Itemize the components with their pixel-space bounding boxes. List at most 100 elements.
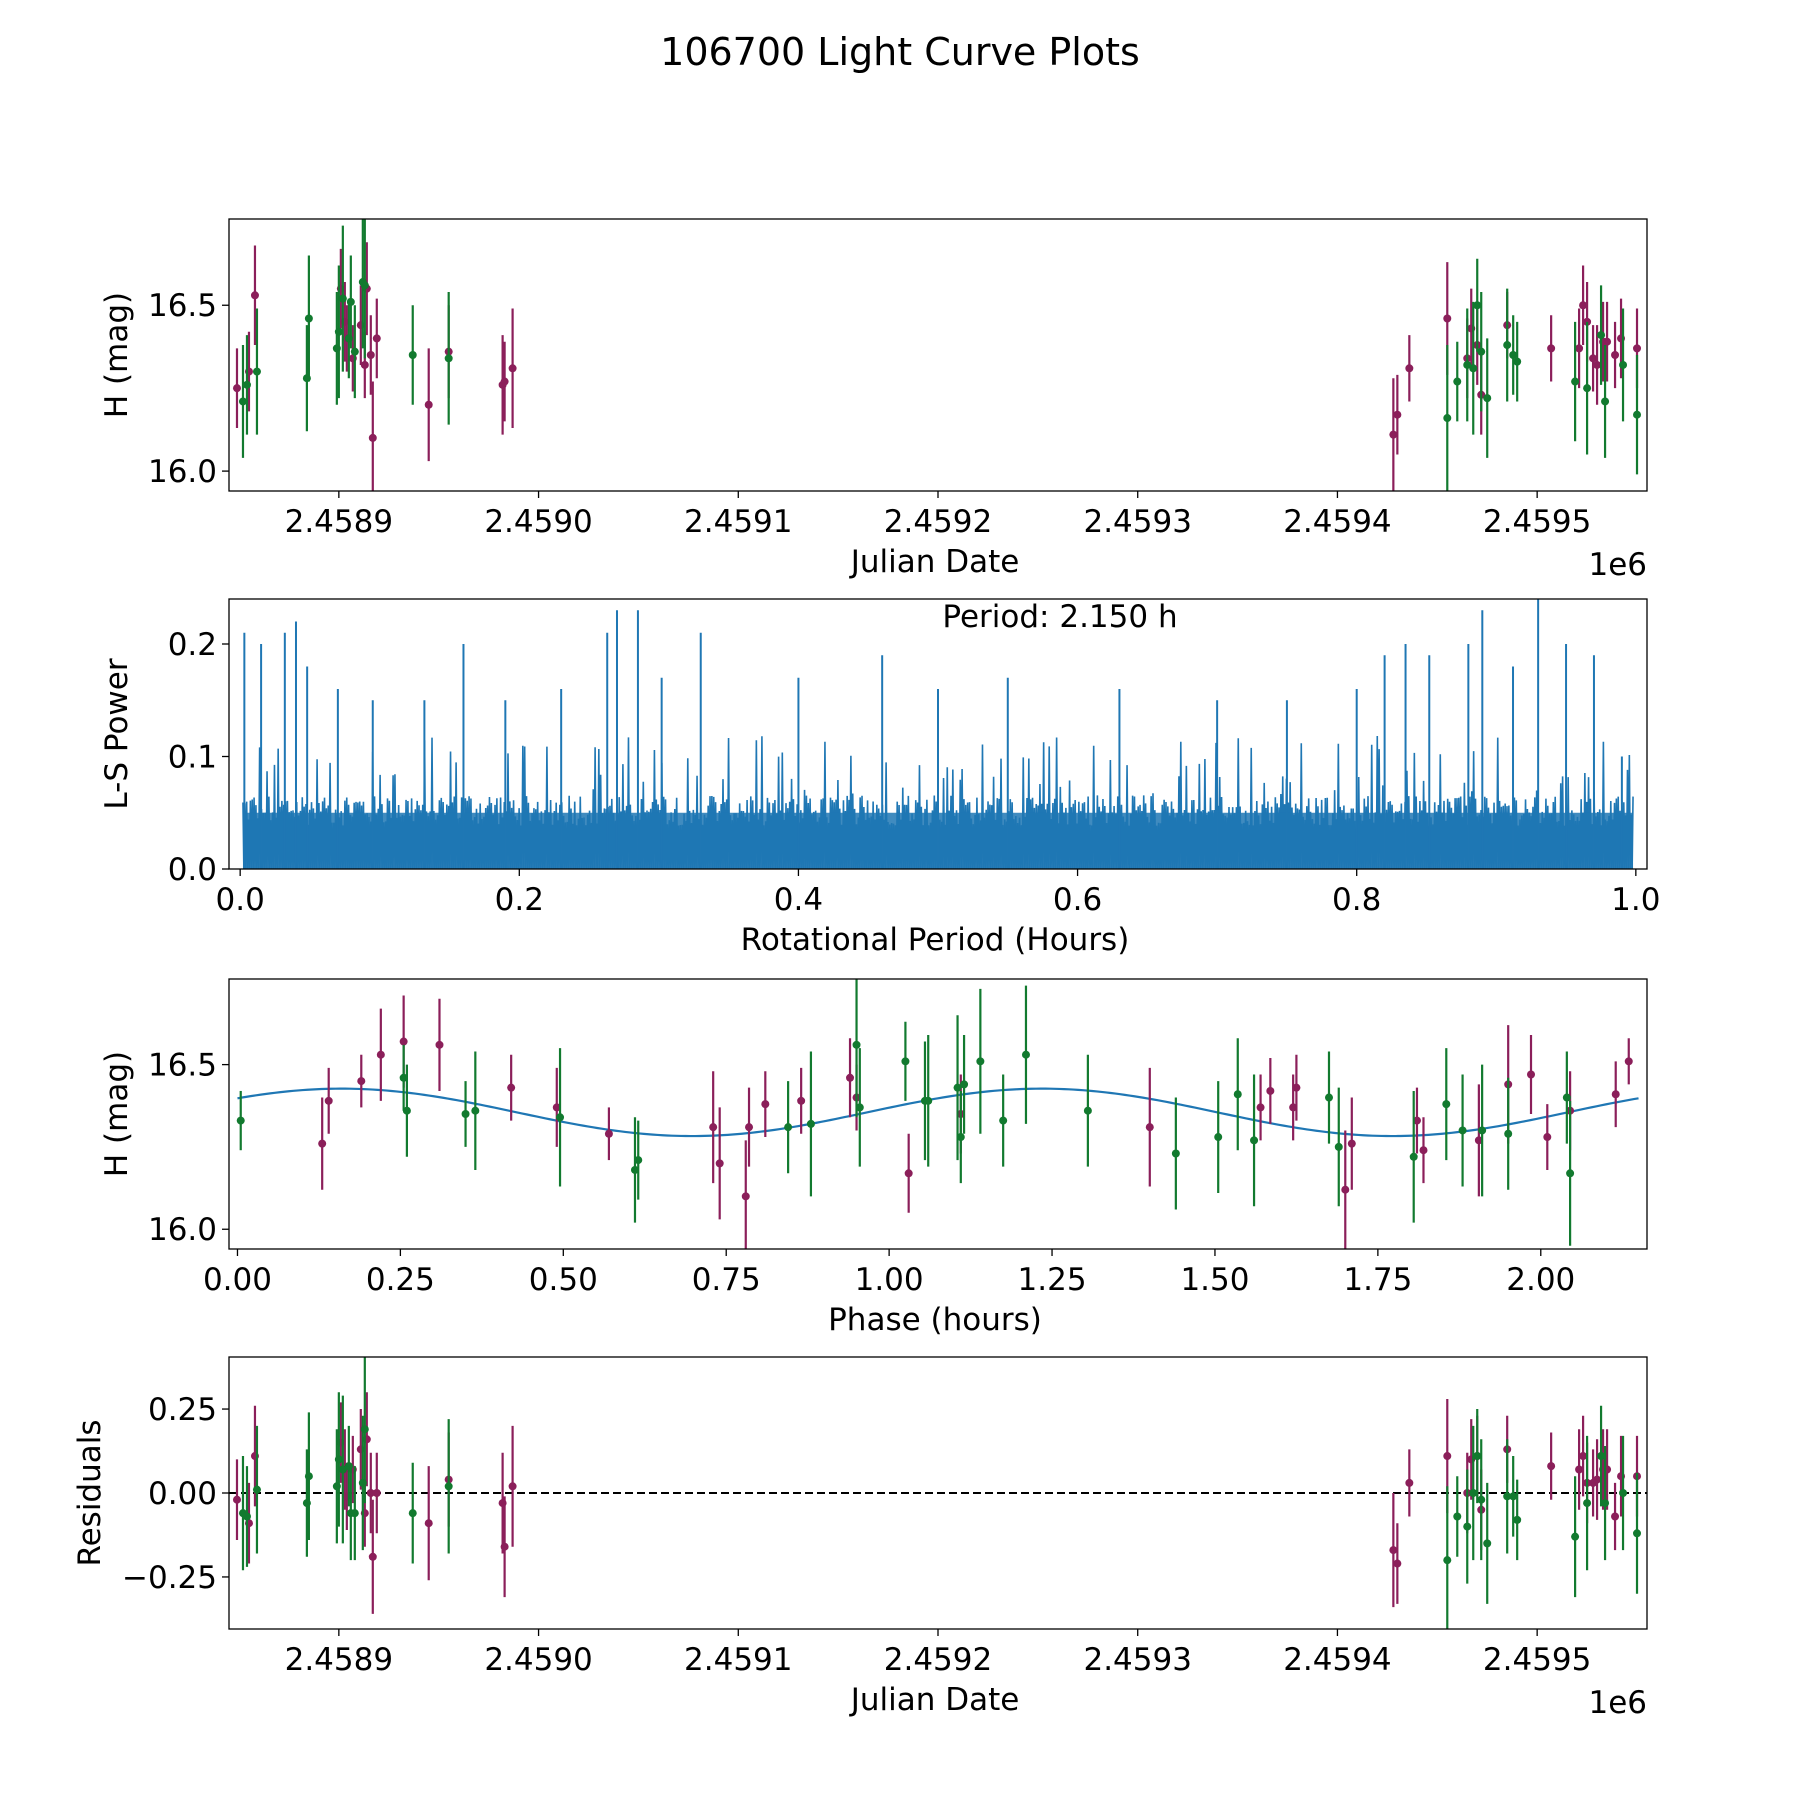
- data-point: [1579, 301, 1588, 310]
- data-point: [630, 1165, 639, 1174]
- data-point: [1597, 1452, 1606, 1461]
- data-point: [1463, 1522, 1472, 1531]
- data-point: [232, 1495, 241, 1504]
- data-point: [1611, 1090, 1620, 1099]
- data-point: [1509, 1492, 1518, 1501]
- data-point: [1250, 1136, 1259, 1145]
- data-point: [1619, 1489, 1628, 1497]
- y-axis-label: L-S Power: [99, 658, 135, 809]
- data-point: [1477, 1495, 1486, 1504]
- data-point: [399, 1037, 408, 1046]
- data-point: [1443, 314, 1452, 323]
- data-point: [304, 1472, 313, 1481]
- data-point: [376, 1050, 385, 1059]
- data-point: [508, 364, 517, 373]
- y-tick-label: 16.0: [148, 454, 217, 490]
- data-point: [408, 1509, 417, 1518]
- data-point: [1593, 1475, 1602, 1484]
- data-point: [424, 400, 433, 409]
- x-tick-label: 2.4594: [1283, 504, 1391, 540]
- data-point: [368, 433, 377, 442]
- data-point: [1575, 1465, 1584, 1474]
- data-point: [304, 314, 313, 323]
- data-point: [1266, 1086, 1275, 1095]
- data-point: [1453, 1512, 1462, 1521]
- data-point: [1611, 1512, 1620, 1521]
- data-point: [1469, 364, 1478, 373]
- data-point: [500, 1542, 509, 1551]
- data-point: [232, 384, 241, 393]
- data-point: [338, 1465, 347, 1474]
- data-point: [1527, 1070, 1536, 1079]
- y-tick-label: 16.5: [148, 288, 217, 324]
- data-point: [924, 1096, 933, 1105]
- x-tick-label: 0.2: [495, 882, 544, 918]
- data-point: [1504, 1129, 1513, 1138]
- axes-frame: [228, 598, 1648, 870]
- x-tick-label: 2.4589: [285, 504, 393, 540]
- data-point: [357, 1077, 366, 1086]
- data-point: [784, 1123, 793, 1132]
- data-point: [745, 1123, 754, 1132]
- x-tick-label: 2.4589: [285, 1642, 393, 1678]
- data-point: [806, 1119, 815, 1128]
- data-point: [1547, 1462, 1556, 1471]
- data-point: [976, 1057, 985, 1066]
- data-point: [500, 377, 509, 386]
- data-point: [846, 1073, 855, 1082]
- data-point: [1389, 1546, 1398, 1555]
- x-axis-label: Julian Date: [849, 1682, 1020, 1718]
- x-tick-label: 1.25: [1018, 1262, 1087, 1298]
- x-tick-label: 2.4590: [484, 1642, 592, 1678]
- data-point: [1589, 354, 1598, 363]
- data-point: [552, 1103, 561, 1112]
- data-point: [350, 347, 359, 356]
- data-point: [1543, 1133, 1552, 1142]
- data-point: [953, 1083, 962, 1092]
- data-point: [1624, 1057, 1633, 1066]
- y-tick-label: 16.5: [148, 1048, 217, 1084]
- data-point: [1341, 1185, 1350, 1194]
- y-axis-label: H (mag): [99, 1051, 135, 1177]
- data-point: [242, 380, 251, 389]
- data-point: [1469, 1489, 1478, 1497]
- data-point: [1603, 337, 1612, 346]
- y-axis-label: H (mag): [99, 292, 135, 418]
- x-tick-label: 2.4595: [1483, 504, 1591, 540]
- data-point: [715, 1159, 724, 1168]
- figure-title: 106700 Light Curve Plots: [660, 30, 1140, 74]
- x-tick-label: 2.4594: [1283, 1642, 1391, 1678]
- model-fit-curve: [237, 1087, 1639, 1138]
- data-point: [1473, 1452, 1482, 1461]
- x-tick-label: 2.4593: [1083, 1642, 1191, 1678]
- data-point: [901, 1057, 910, 1066]
- x-tick-label: 0.50: [529, 1262, 598, 1298]
- x-tick-label: 2.4591: [684, 504, 792, 540]
- data-point: [1583, 1499, 1592, 1508]
- data-point: [1405, 364, 1414, 373]
- data-point: [424, 1519, 433, 1528]
- data-point: [1611, 351, 1620, 359]
- data-point: [1566, 1169, 1575, 1178]
- data-point: [399, 1073, 408, 1082]
- x-offset-label: 1e6: [1588, 547, 1647, 583]
- residuals-chart: 2.4589 2.4590 2.4591 2.4592 2.4593 2.4594 2.45…: [72, 1356, 1648, 1721]
- x-axis-label: Phase (hours): [828, 1302, 1042, 1338]
- data-point: [1393, 1559, 1402, 1568]
- plot-area: [232, 219, 1642, 491]
- data-point: [999, 1116, 1008, 1125]
- data-point: [1583, 384, 1592, 393]
- data-point: [1633, 344, 1642, 353]
- data-point: [1571, 1532, 1580, 1541]
- data-point: [366, 351, 375, 359]
- data-point: [1442, 1100, 1451, 1109]
- data-point: [1393, 410, 1402, 419]
- data-point: [360, 281, 369, 290]
- data-point: [1474, 1136, 1483, 1145]
- data-point: [556, 1113, 565, 1122]
- data-point: [1633, 410, 1642, 419]
- plot-area: [242, 599, 1634, 869]
- period-annotation: Period: 2.150 h: [942, 599, 1177, 635]
- y-tick-label: 0.00: [148, 1476, 217, 1512]
- y-tick-label: 0.25: [148, 1392, 217, 1428]
